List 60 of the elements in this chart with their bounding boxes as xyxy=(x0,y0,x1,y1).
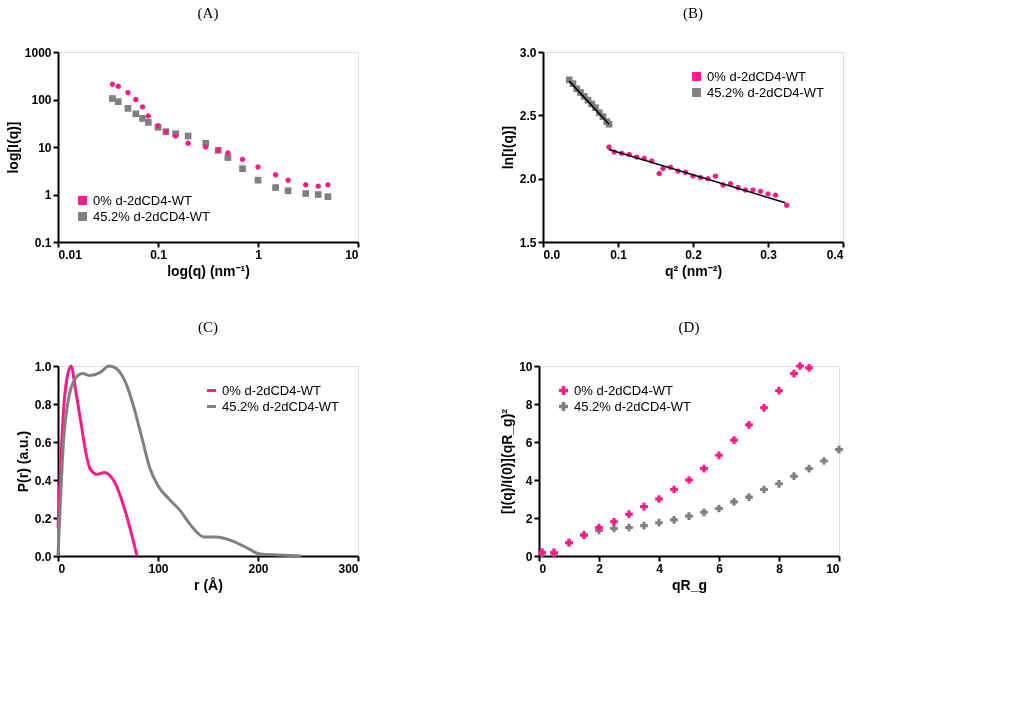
legend-label: 45.2% d-2dCD4-WT xyxy=(93,208,211,224)
x-tick-label: 0.01 xyxy=(58,247,83,262)
chart-title: (C) xyxy=(198,319,218,336)
legend-label: 0% d-2dCD4-WT xyxy=(93,192,193,208)
y-tick-label: 1 xyxy=(44,188,52,202)
x-tick-label: 0 xyxy=(539,561,547,576)
x-axis-title: r (Å) xyxy=(194,576,223,593)
x-tick-label: 0.3 xyxy=(760,247,778,262)
x-tick-label: 0.0 xyxy=(543,247,561,262)
x-tick-label: 0.2 xyxy=(685,247,703,262)
y-tick-label: 0.2 xyxy=(34,511,52,526)
y-tick-label: 100 xyxy=(31,93,52,107)
y-tick-label: 0.0 xyxy=(34,549,52,564)
y-tick-label: 6 xyxy=(525,435,533,450)
x-tick-label: 10 xyxy=(826,561,840,576)
x-tick-label: 300 xyxy=(338,561,359,576)
x-axis-title: log(q) (nm⁻¹) xyxy=(167,262,250,279)
legend-label: 45.2% d-2dCD4-WT xyxy=(222,398,340,414)
y-tick-label: 1000 xyxy=(24,45,52,60)
legend-label: 0% d-2dCD4-WT xyxy=(574,382,674,398)
y-tick-label: 0.1 xyxy=(34,235,52,250)
y-tick-label: 10 xyxy=(519,359,533,374)
x-tick-label: 0 xyxy=(58,561,66,576)
legend-label: 0% d-2dCD4-WT xyxy=(222,382,322,398)
y-tick-label: 4 xyxy=(525,473,533,488)
y-tick-label: 2 xyxy=(525,511,533,526)
y-axis-title: ln[I(q)] xyxy=(499,125,516,170)
x-tick-label: 0.1 xyxy=(150,247,168,262)
y-tick-label: 10 xyxy=(38,140,52,155)
x-tick-label: 10 xyxy=(345,247,359,262)
y-tick-label: 0 xyxy=(525,549,533,564)
legend-label: 45.2% d-2dCD4-WT xyxy=(707,84,825,100)
y-tick-label: 0.8 xyxy=(34,397,52,412)
y-tick-label: 3.0 xyxy=(519,45,537,60)
x-tick-label: 1 xyxy=(255,247,263,262)
x-tick-label: 6 xyxy=(716,561,724,576)
y-tick-label: 0.6 xyxy=(34,435,52,450)
legend-label: 0% d-2dCD4-WT xyxy=(707,68,807,84)
x-tick-label: 100 xyxy=(148,561,169,576)
y-tick-label: 2.0 xyxy=(519,172,537,187)
x-tick-label: 0.4 xyxy=(826,247,844,262)
legend-label: 45.2% d-2dCD4-WT xyxy=(574,398,692,414)
y-axis-title: P(r) (a.u.) xyxy=(14,430,31,493)
y-axis-title: [I(q)/I(0)](qR_g)² xyxy=(499,408,516,514)
x-tick-label: 2 xyxy=(596,561,604,576)
y-tick-label: 1.5 xyxy=(519,235,537,250)
y-axis-title: log[I(q)] xyxy=(4,121,21,174)
chart-title: (B) xyxy=(683,5,703,22)
y-tick-label: 0.4 xyxy=(34,473,52,488)
chart-title: (D) xyxy=(678,319,700,336)
x-axis-title: qR_g xyxy=(672,576,707,593)
x-tick-label: 0.1 xyxy=(610,247,628,262)
y-tick-label: 2.5 xyxy=(519,108,537,123)
y-tick-label: 8 xyxy=(525,397,533,412)
x-axis-title: q² (nm⁻²) xyxy=(664,262,723,279)
x-tick-label: 8 xyxy=(776,561,784,576)
x-tick-label: 200 xyxy=(248,561,269,576)
x-tick-label: 4 xyxy=(656,561,664,576)
y-tick-label: 1.0 xyxy=(34,359,52,374)
chart-title: (A) xyxy=(197,5,219,22)
